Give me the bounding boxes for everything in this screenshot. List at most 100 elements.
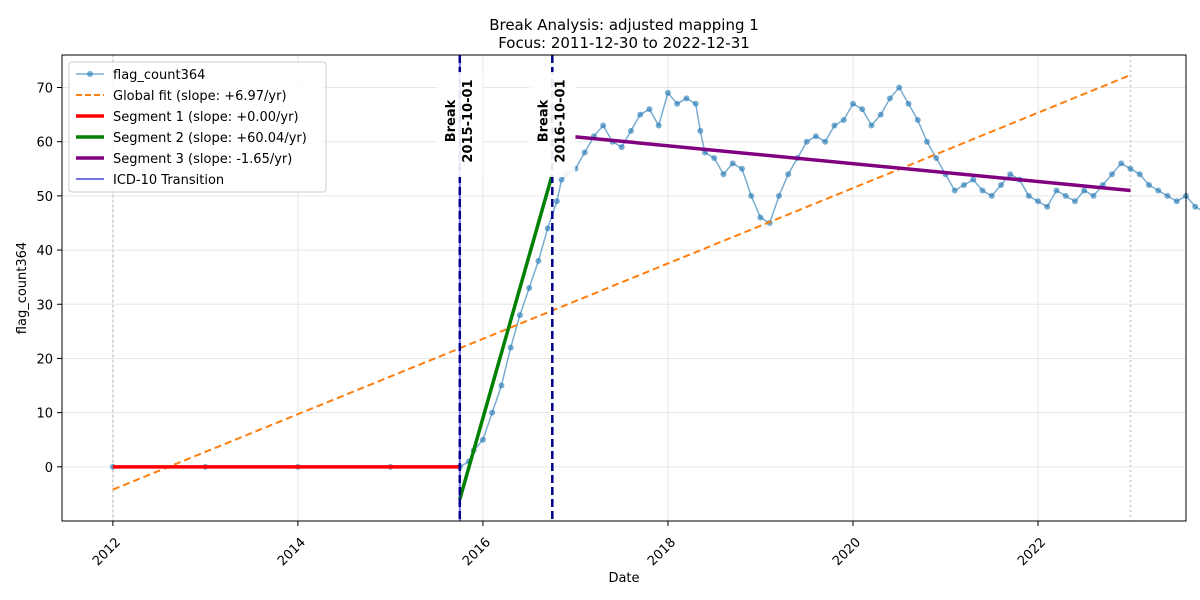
observed-point xyxy=(711,154,718,161)
observed-point xyxy=(803,138,810,145)
observed-point xyxy=(1118,160,1125,167)
segment-fit-line xyxy=(458,173,554,500)
observed-point xyxy=(1025,192,1032,199)
legend-label: Global fit (slope: +6.97/yr) xyxy=(113,89,287,104)
observed-point xyxy=(757,214,764,221)
y-tick-label: 70 xyxy=(36,82,53,97)
legend-label: ICD-10 Transition xyxy=(113,173,224,188)
legend-marker-observed xyxy=(87,71,93,77)
observed-point xyxy=(951,187,958,194)
legend-label: Segment 3 (slope: -1.65/yr) xyxy=(113,152,292,167)
x-axis-label: Date xyxy=(608,571,639,586)
observed-point xyxy=(479,436,486,443)
observed-point xyxy=(581,149,588,156)
observed-point xyxy=(914,117,921,124)
observed-point xyxy=(1034,198,1041,205)
observed-point xyxy=(1108,171,1115,178)
x-tick-label: 2020 xyxy=(830,535,864,569)
y-tick-label: 30 xyxy=(36,298,53,313)
break-label-date: 2016-10-01 xyxy=(553,79,568,162)
observed-point xyxy=(526,285,533,291)
observed-point xyxy=(600,122,607,129)
segment-fit-line xyxy=(575,135,1131,193)
observed-point xyxy=(664,89,671,96)
break-label-title: Break xyxy=(536,99,551,142)
observed-point xyxy=(988,192,995,199)
x-tick-label: 2018 xyxy=(645,535,679,569)
y-tick-label: 50 xyxy=(36,190,53,205)
x-tick-label: 2016 xyxy=(460,535,494,569)
observed-point xyxy=(498,382,505,389)
observed-point xyxy=(997,182,1004,189)
observed-point xyxy=(859,106,866,113)
chart-subtitle: Focus: 2011-12-30 to 2022-12-31 xyxy=(498,34,750,52)
break-label-date: 2015-10-01 xyxy=(461,79,476,162)
observed-point xyxy=(1155,187,1162,194)
observed-point xyxy=(831,122,838,129)
observed-point xyxy=(960,182,967,189)
global-fit-line xyxy=(112,74,1131,491)
break-label-title: Break xyxy=(444,99,459,142)
observed-point xyxy=(1164,192,1171,199)
y-tick-label: 20 xyxy=(36,352,53,367)
observed-point xyxy=(886,95,893,102)
observed-point xyxy=(507,344,514,351)
break-markers: Break 2015-10-01 Break 2016-10-01 xyxy=(436,55,576,521)
observed-point xyxy=(923,138,930,145)
observed-point xyxy=(1007,171,1014,178)
observed-point xyxy=(840,117,847,124)
observed-point xyxy=(535,257,542,264)
observed-point xyxy=(775,192,782,199)
observed-point xyxy=(720,171,727,178)
break-label-box xyxy=(529,72,576,177)
legend-label: Segment 2 (slope: +60.04/yr) xyxy=(113,131,307,146)
y-tick-label: 60 xyxy=(36,136,53,151)
observed-point xyxy=(849,100,856,107)
y-tick-label: 0 xyxy=(45,461,53,476)
observed-point xyxy=(683,95,690,102)
observed-point xyxy=(646,106,653,113)
observed-point xyxy=(877,111,884,118)
observed-point xyxy=(692,100,699,107)
plot-data xyxy=(109,74,1200,500)
observed-point xyxy=(738,165,745,172)
observed-point xyxy=(627,127,634,134)
observed-point xyxy=(1173,198,1180,205)
observed-point xyxy=(655,122,662,129)
observed-point xyxy=(785,171,792,178)
x-tick-label: 2022 xyxy=(1015,535,1049,569)
x-tick-label: 2014 xyxy=(275,535,309,569)
observed-point xyxy=(970,176,977,183)
legend-label: flag_count364 xyxy=(113,68,205,83)
observed-point xyxy=(868,122,875,129)
observed-point xyxy=(618,144,625,151)
observed-point xyxy=(1090,192,1097,199)
observed-point xyxy=(544,225,551,232)
observed-point xyxy=(1071,198,1078,205)
y-axis-label: flag_count364 xyxy=(15,242,30,334)
observed-point xyxy=(489,409,496,416)
observed-point xyxy=(979,187,986,194)
observed-point xyxy=(812,133,819,140)
plot-frame xyxy=(61,54,1187,522)
observed-point xyxy=(558,176,565,183)
observed-point xyxy=(637,111,644,118)
observed-point xyxy=(1192,203,1199,210)
observed-point xyxy=(1062,192,1069,199)
break-label-box xyxy=(436,72,483,177)
chart-title: Break Analysis: adjusted mapping 1 xyxy=(489,16,759,34)
observed-point xyxy=(896,84,903,91)
observed-point xyxy=(1044,203,1051,210)
legend-label: Segment 1 (slope: +0.00/yr) xyxy=(113,110,299,125)
observed-point xyxy=(729,160,736,167)
observed-point xyxy=(1136,171,1143,178)
observed-point xyxy=(748,192,755,199)
legend: flag_count364 Global fit (slope: +6.97/yr… xyxy=(68,61,327,193)
observed-point xyxy=(905,100,912,107)
y-tick-label: 40 xyxy=(36,244,53,259)
observed-point xyxy=(553,198,560,205)
x-tick-label: 2012 xyxy=(90,535,124,569)
observed-point xyxy=(1145,182,1152,189)
observed-point xyxy=(674,100,681,107)
